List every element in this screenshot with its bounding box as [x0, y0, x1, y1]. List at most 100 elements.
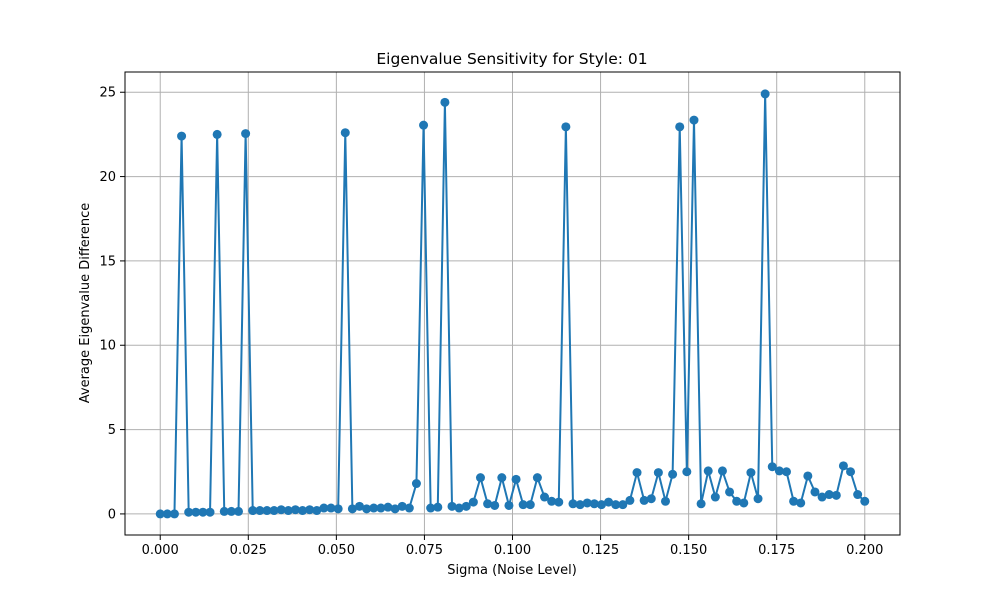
data-point — [632, 468, 642, 478]
data-point — [212, 129, 222, 139]
y-axis-label: Average Eigenvalue Difference — [78, 203, 93, 404]
data-point — [796, 498, 806, 508]
data-point — [831, 490, 841, 500]
data-point — [312, 506, 322, 516]
data-point — [547, 496, 557, 506]
data-point — [739, 498, 749, 508]
data-point — [205, 507, 215, 517]
data-point — [397, 501, 407, 511]
data-point — [454, 503, 464, 513]
y-tick-label: 0 — [108, 507, 116, 522]
data-point — [419, 120, 429, 130]
data-point — [746, 468, 756, 478]
data-point — [689, 115, 699, 125]
data-point — [262, 506, 272, 516]
data-point — [518, 500, 528, 510]
data-point — [789, 496, 799, 506]
data-point — [532, 473, 542, 483]
data-point — [760, 89, 770, 99]
data-point — [846, 467, 856, 477]
data-point — [162, 509, 172, 519]
data-point — [376, 503, 386, 513]
data-point — [540, 492, 550, 502]
x-tick-label: 0.075 — [406, 543, 443, 558]
data-point — [504, 500, 514, 510]
data-point — [219, 506, 229, 516]
chart-title: Eigenvalue Sensitivity for Style: 01 — [376, 50, 647, 68]
data-point — [248, 506, 258, 516]
data-point — [817, 492, 827, 502]
data-point — [290, 505, 300, 515]
y-tick-label: 25 — [99, 86, 116, 101]
data-point — [468, 497, 478, 507]
data-point — [283, 506, 293, 516]
data-point — [668, 469, 678, 479]
data-point — [198, 507, 208, 517]
data-point — [234, 506, 244, 516]
data-point — [703, 466, 713, 476]
data-point — [340, 128, 350, 138]
y-tick-label: 10 — [99, 339, 116, 354]
data-point — [653, 468, 663, 478]
data-point — [191, 507, 201, 517]
data-point — [226, 506, 236, 516]
data-point — [269, 506, 279, 516]
data-point — [155, 509, 165, 519]
data-point — [255, 506, 265, 516]
data-point — [404, 503, 414, 513]
y-axis-ticks: 0 5 10 15 20 25 — [99, 86, 125, 522]
data-point — [803, 471, 813, 481]
data-point — [732, 496, 742, 506]
data-point — [625, 495, 635, 505]
data-point — [177, 131, 187, 141]
data-point — [838, 461, 848, 471]
data-point — [298, 506, 308, 516]
data-point — [305, 505, 315, 515]
x-tick-label: 0.050 — [318, 543, 355, 558]
data-point — [511, 474, 521, 484]
data-point — [774, 466, 784, 476]
data-point — [483, 499, 493, 509]
x-axis-ticks: 0.000 0.025 0.050 0.075 0.100 0.125 0.150 0.175… — [142, 535, 883, 558]
data-point — [426, 503, 436, 513]
data-point — [433, 502, 443, 512]
data-point — [490, 500, 500, 510]
data-point — [333, 504, 343, 514]
x-tick-label: 0.150 — [670, 543, 707, 558]
data-point — [525, 500, 535, 510]
y-tick-label: 5 — [108, 423, 116, 438]
x-tick-label: 0.100 — [494, 543, 531, 558]
x-tick-label: 0.125 — [582, 543, 619, 558]
data-point — [646, 494, 656, 504]
data-point — [767, 462, 777, 472]
data-points — [155, 89, 870, 519]
data-point — [383, 502, 393, 512]
data-point — [390, 504, 400, 514]
data-point — [781, 467, 791, 477]
data-point — [717, 466, 727, 476]
data-point — [326, 503, 336, 513]
data-point — [475, 473, 485, 483]
data-point — [618, 500, 628, 510]
data-point — [696, 499, 706, 509]
data-point — [575, 500, 585, 510]
data-point — [810, 487, 820, 497]
data-point — [596, 500, 606, 510]
y-tick-label: 15 — [99, 254, 116, 269]
x-tick-label: 0.000 — [142, 543, 179, 558]
data-point — [753, 494, 763, 504]
x-axis-label: Sigma (Noise Level) — [447, 563, 577, 578]
data-point — [860, 496, 870, 506]
y-tick-label: 20 — [99, 170, 116, 185]
data-point — [611, 500, 621, 510]
data-point — [554, 497, 564, 507]
data-point — [347, 504, 357, 514]
data-point — [568, 499, 578, 509]
data-point — [276, 505, 286, 515]
data-point — [169, 509, 179, 519]
data-point — [639, 495, 649, 505]
data-point — [362, 504, 372, 514]
data-point — [682, 467, 692, 477]
data-point — [582, 498, 592, 508]
